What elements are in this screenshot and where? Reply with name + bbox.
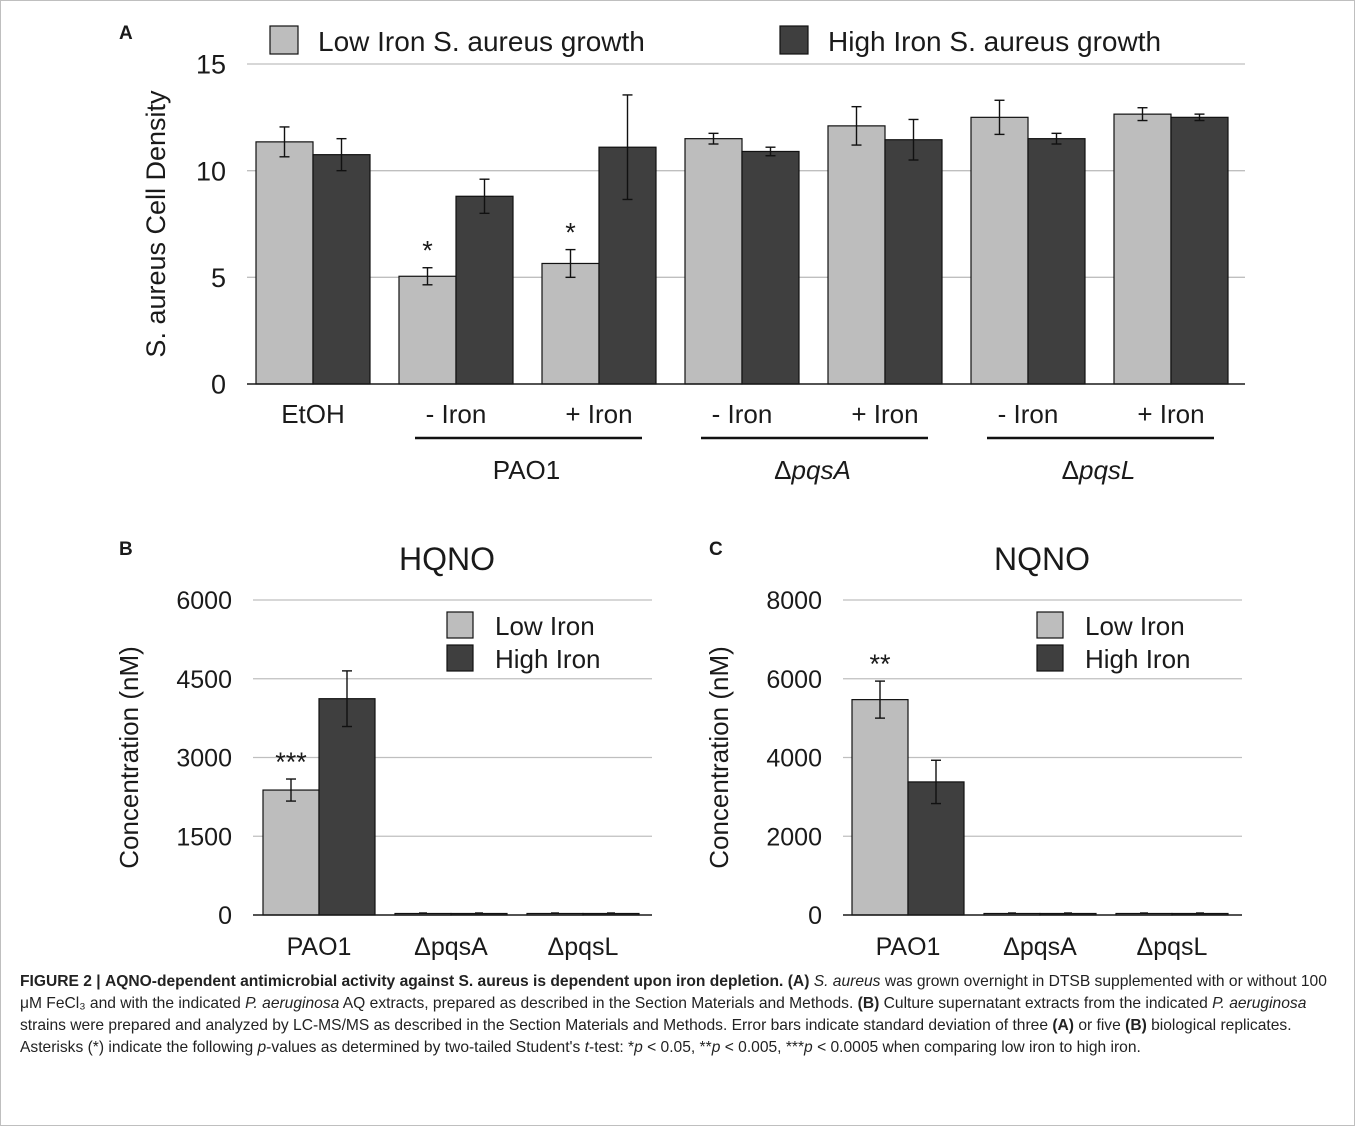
y-tick-label: 6000	[766, 666, 822, 694]
panel-label: A	[119, 23, 133, 44]
caption-run: t	[584, 1039, 589, 1056]
caption-run: strains were prepared and analyzed by LC…	[20, 1017, 1053, 1034]
x-tick-label: ΔpqsL	[548, 933, 619, 961]
caption-run: < 0.005, ***	[720, 1039, 805, 1056]
y-tick-label: 2000	[766, 823, 822, 851]
caption-body: (A) S. aureus was grown overnight in DTS…	[20, 973, 1327, 1056]
y-tick-label: 15	[196, 50, 226, 80]
y-tick-label: 6000	[176, 587, 232, 615]
x-tick-label: ΔpqsL	[1137, 933, 1208, 961]
x-tick-label: + Iron	[565, 399, 632, 429]
legend-label: Low Iron	[495, 611, 595, 641]
bar	[970, 116, 1029, 385]
x-tick-label: ΔpqsA	[1003, 933, 1077, 961]
bar	[1170, 116, 1229, 385]
y-tick-label: 10	[196, 156, 226, 186]
caption-run: was grown overnight in DTSB supplemented…	[20, 973, 1327, 1012]
caption-run: p	[257, 1039, 267, 1056]
bar	[455, 195, 514, 385]
x-tick-label: - Iron	[426, 399, 487, 429]
caption-run: P. aeruginosa	[245, 995, 340, 1012]
legend-swatch	[1036, 644, 1064, 672]
chart-title: NQNO	[994, 541, 1090, 577]
chart-title: HQNO	[399, 541, 495, 577]
caption-title: AQNO-dependent antimicrobial activity ag…	[104, 973, 784, 990]
legend-swatch	[446, 611, 474, 639]
bar	[312, 154, 371, 385]
caption-number: FIGURE 2 |	[20, 973, 101, 990]
bar	[318, 698, 376, 916]
bar	[741, 150, 800, 385]
legend-swatch	[269, 25, 299, 55]
x-tick-label: - Iron	[998, 399, 1059, 429]
legend-label: High Iron	[495, 644, 601, 674]
y-tick-label: 5	[211, 263, 226, 293]
x-tick-label: PAO1	[287, 933, 352, 961]
legend-label: High Iron S. aureus growth	[828, 26, 1161, 57]
significance-marker: **	[869, 649, 891, 679]
caption-run: P. aeruginosa	[1212, 995, 1307, 1012]
x-tick-label: PAO1	[876, 933, 941, 961]
bar	[255, 141, 314, 385]
figure-caption: FIGURE 2 | AQNO-dependent antimicrobial …	[20, 971, 1335, 1059]
significance-marker: *	[422, 236, 433, 266]
legend-swatch	[779, 25, 809, 55]
caption-run: p	[634, 1039, 643, 1056]
x-tick-label: EtOH	[281, 399, 345, 429]
caption-run: < 0.05, **	[642, 1039, 712, 1056]
x-tick-label: + Iron	[1137, 399, 1204, 429]
y-axis-label: S. aureus Cell Density	[141, 90, 171, 358]
y-tick-label: 0	[808, 902, 822, 930]
caption-run: or five	[1073, 1017, 1126, 1034]
legend-label: Low Iron	[1085, 611, 1185, 641]
bar	[541, 262, 600, 385]
x-tick-label: ΔpqsA	[414, 933, 488, 961]
caption-run: S. aureus	[813, 973, 881, 990]
y-tick-label: 8000	[766, 587, 822, 615]
group-label: PAO1	[493, 455, 560, 485]
bar	[1113, 113, 1172, 385]
caption-run: (A)	[787, 973, 810, 990]
caption-run: (A)	[1052, 1017, 1074, 1034]
significance-marker: *	[565, 218, 576, 248]
bar	[827, 125, 886, 385]
caption-run: -values as determined by two-tailed Stud…	[266, 1039, 585, 1056]
y-tick-label: 1500	[176, 823, 232, 851]
y-tick-label: 0	[211, 370, 226, 400]
caption-run: Culture supernatant extracts from the in…	[879, 995, 1213, 1012]
significance-marker: ***	[275, 747, 307, 777]
x-tick-label: - Iron	[712, 399, 773, 429]
bar	[1027, 138, 1086, 385]
bar	[398, 275, 457, 385]
caption-run: -test: *	[589, 1039, 635, 1056]
y-axis-label: Concentration (nM)	[114, 646, 144, 869]
caption-run: (B)	[857, 995, 880, 1012]
caption-run: p	[804, 1039, 813, 1056]
panel-label: B	[119, 539, 133, 560]
y-tick-label: 4500	[176, 666, 232, 694]
y-tick-label: 3000	[176, 745, 232, 773]
group-label: ΔpqsL	[1062, 455, 1136, 485]
legend-swatch	[1036, 611, 1064, 639]
legend-label: Low Iron S. aureus growth	[318, 26, 645, 57]
x-tick-label: + Iron	[851, 399, 918, 429]
caption-run: < 0.0005 when comparing low iron to high…	[812, 1039, 1141, 1056]
y-tick-label: 4000	[766, 745, 822, 773]
caption-run: biological replicates. Asterisks (*) ind…	[20, 1017, 1292, 1056]
legend-swatch	[446, 644, 474, 672]
caption-run: (B)	[1125, 1017, 1147, 1034]
caption-run: p	[711, 1039, 721, 1056]
bar	[884, 139, 943, 385]
caption-run: AQ extracts, prepared as described in th…	[339, 995, 858, 1012]
y-axis-label: Concentration (nM)	[704, 646, 734, 869]
bar	[851, 699, 909, 916]
group-label: ΔpqsA	[774, 455, 851, 485]
legend-label: High Iron	[1085, 644, 1191, 674]
y-tick-label: 0	[218, 902, 232, 930]
bar	[684, 138, 743, 385]
panel-label: C	[709, 539, 723, 560]
bar	[262, 789, 320, 916]
